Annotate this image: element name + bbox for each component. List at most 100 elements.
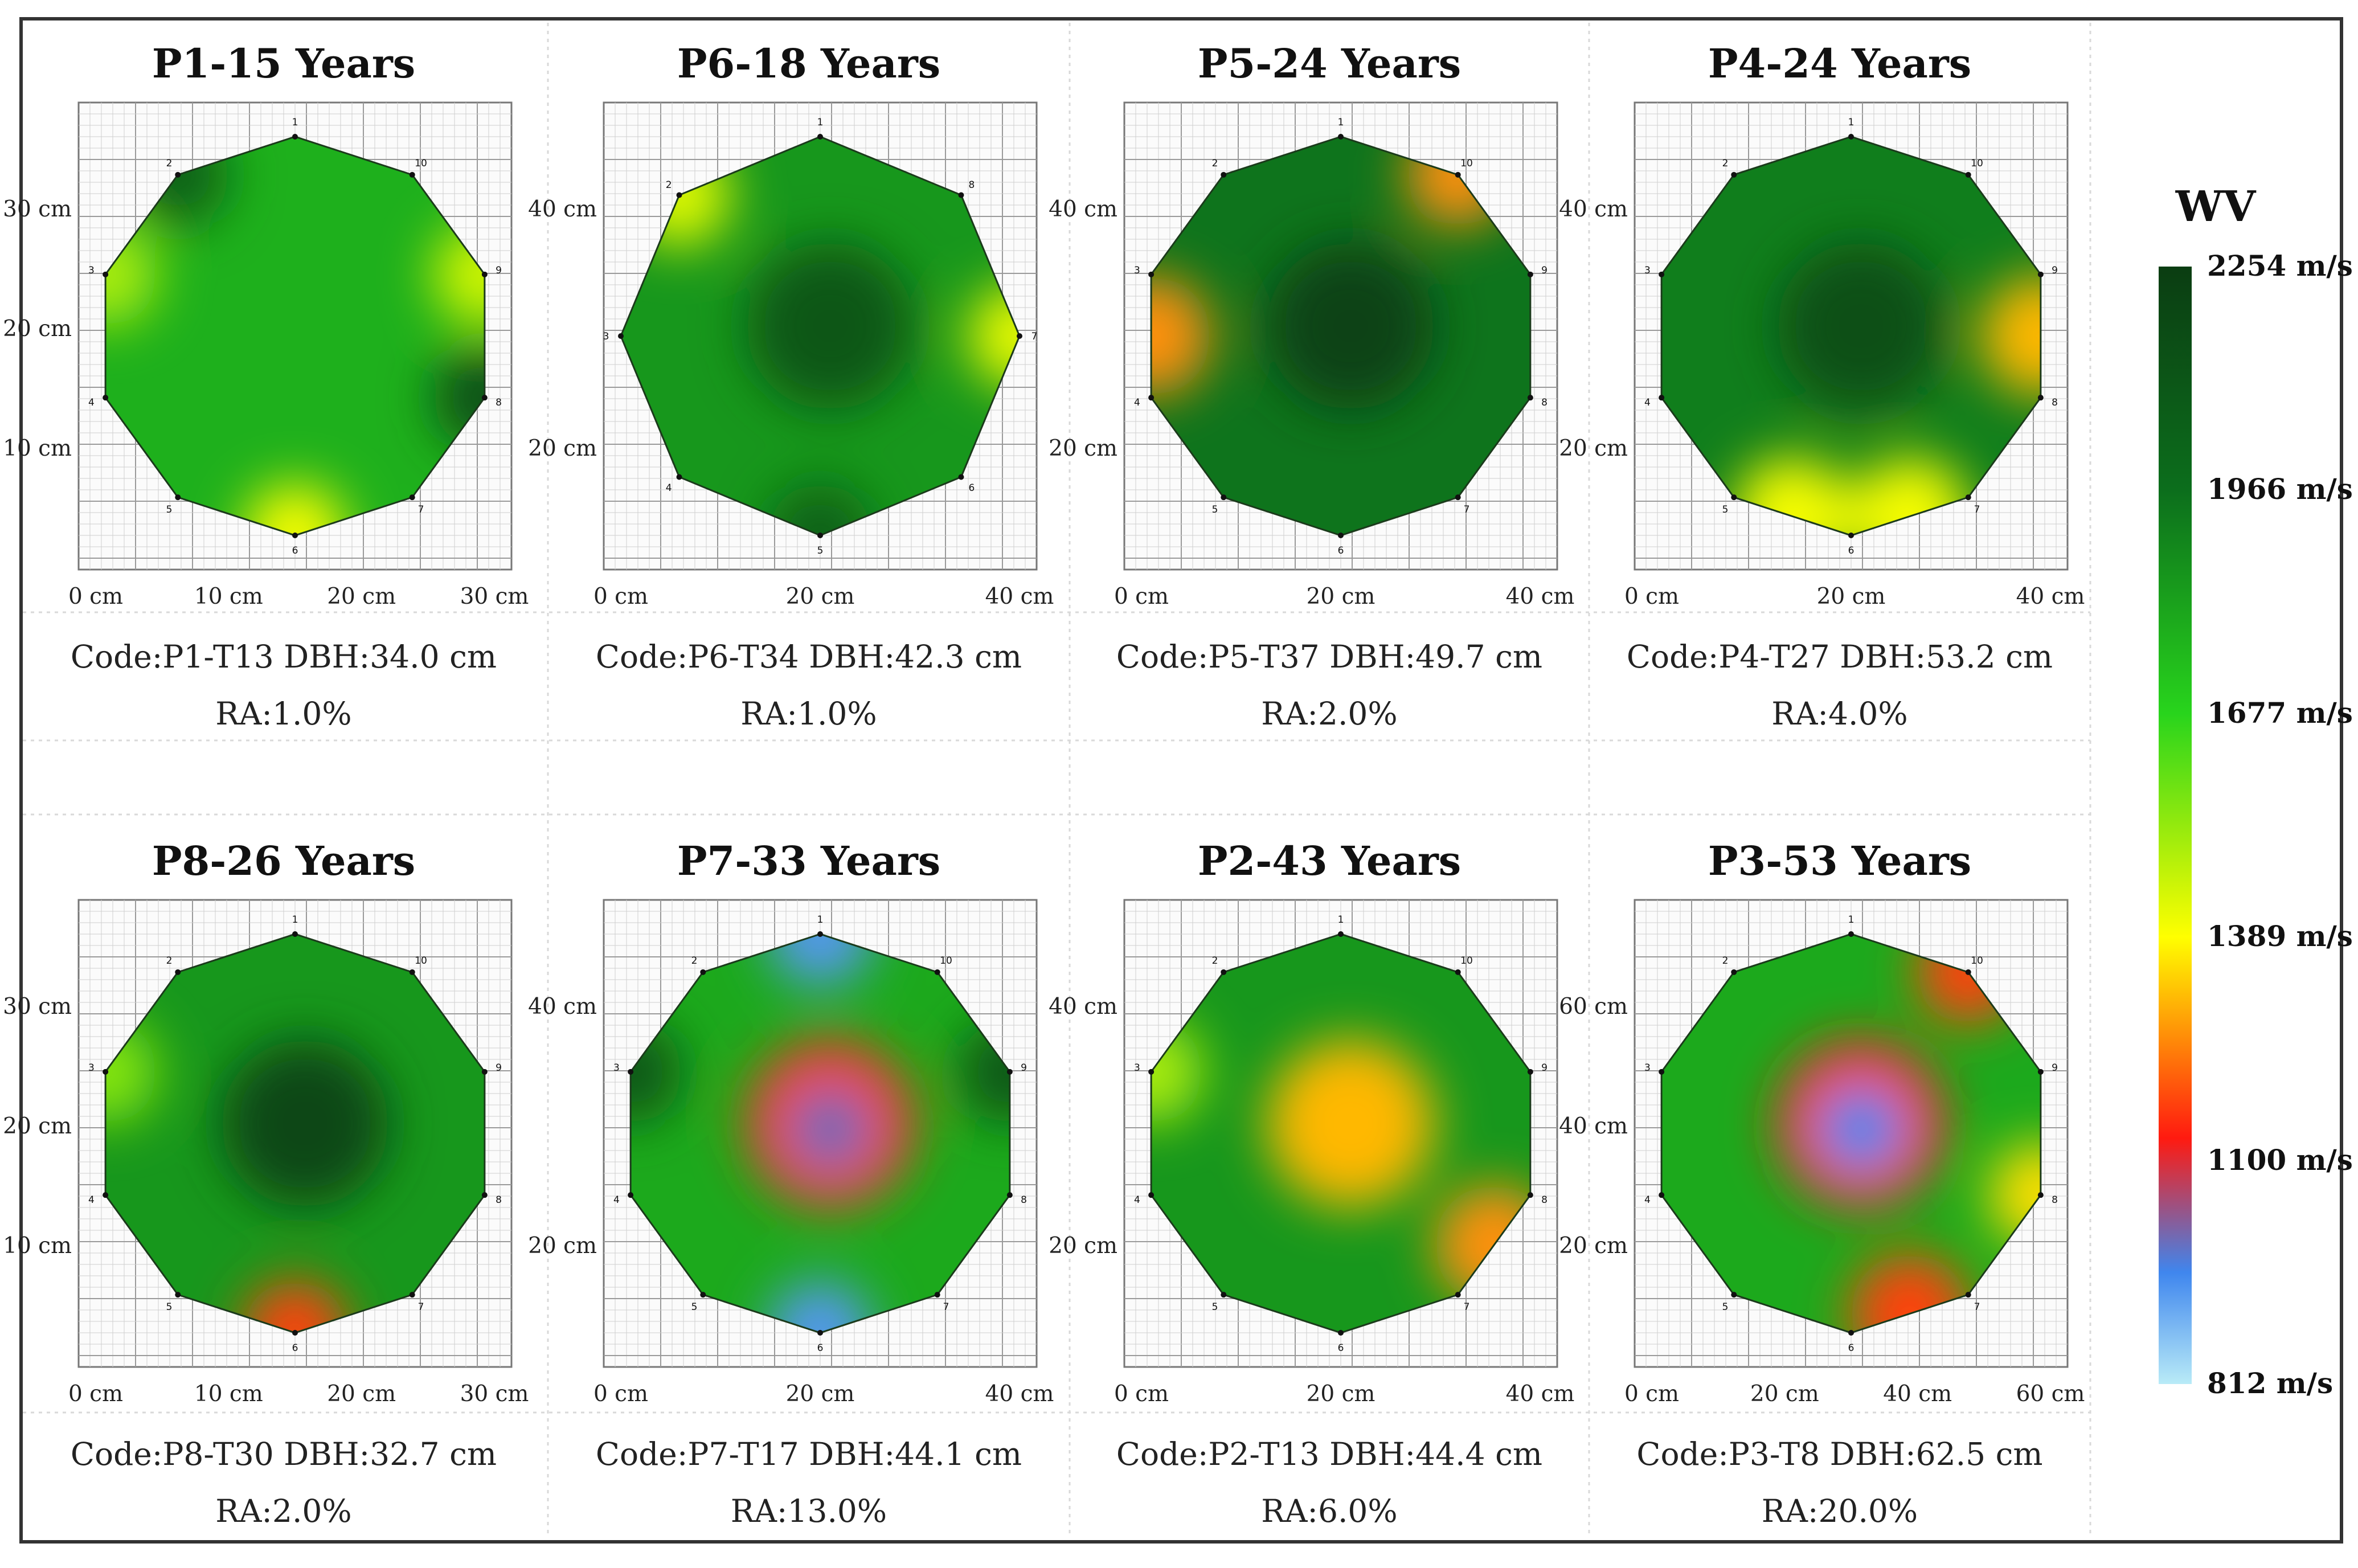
sensor-label: 7 xyxy=(943,1301,949,1313)
sensor-label: 4 xyxy=(88,397,95,408)
sensor-label: 9 xyxy=(2052,265,2058,276)
panel-title: P3-53 Years xyxy=(1708,837,1971,885)
y-tick-label: 40 cm xyxy=(1559,196,1628,222)
sensor-marker xyxy=(1221,1292,1227,1298)
colorbar-label: 1966 m/s xyxy=(2207,472,2353,506)
sensor-marker xyxy=(1848,134,1854,140)
sensor-marker xyxy=(817,1330,823,1336)
ra-value: RA:6.0% xyxy=(1261,1493,1397,1529)
velocity-anomaly xyxy=(243,484,347,535)
y-tick-label: 40 cm xyxy=(528,196,597,222)
sensor-label: 9 xyxy=(496,1062,502,1074)
sensor-marker xyxy=(1221,171,1227,178)
panel-title: P2-43 Years xyxy=(1198,837,1461,885)
sensor-marker xyxy=(1527,271,1533,277)
sensor-marker xyxy=(1527,1192,1533,1198)
y-tick-label: 30 cm xyxy=(3,196,72,222)
sensor-marker xyxy=(409,1292,415,1298)
sensor-label: 8 xyxy=(2052,1194,2058,1206)
sensor-label: 6 xyxy=(817,1342,824,1354)
sensor-marker xyxy=(1731,171,1737,178)
sensor-label: 2 xyxy=(1722,158,1729,169)
y-tick-label: 20 cm xyxy=(1049,1233,1117,1259)
sensor-label: 3 xyxy=(1134,1062,1140,1074)
sensor-label: 5 xyxy=(1722,504,1729,515)
sensor-label: 7 xyxy=(1031,331,1038,342)
velocity-anomaly-core xyxy=(1815,1083,1907,1176)
sensor-marker xyxy=(934,1292,940,1298)
sensor-marker xyxy=(817,134,823,140)
sensor-marker xyxy=(2037,1068,2044,1075)
velocity-anomaly xyxy=(1267,1039,1435,1207)
y-tick-label: 20 cm xyxy=(1559,436,1628,461)
velocity-anomaly-core xyxy=(784,1083,877,1176)
sensor-label: 1 xyxy=(1848,914,1855,926)
sensor-label: 5 xyxy=(166,1301,173,1313)
sensor-label: 9 xyxy=(1541,1062,1548,1074)
sensor-marker xyxy=(817,533,823,538)
sensor-label: 10 xyxy=(415,158,427,169)
velocity-anomaly xyxy=(432,346,485,450)
velocity-heatmap xyxy=(1151,137,1530,535)
sensor-marker xyxy=(1659,395,1665,401)
sensor-marker xyxy=(1965,171,1971,178)
tree-code-dbh: Code:P1-T13 DBH:34.0 cm xyxy=(71,638,497,675)
tree-code-dbh: Code:P3-T8 DBH:62.5 cm xyxy=(1636,1436,2042,1472)
sensor-label: 1 xyxy=(817,117,824,128)
x-tick-label: 30 cm xyxy=(460,1381,529,1407)
sensor-marker xyxy=(103,395,109,401)
ra-value: RA:2.0% xyxy=(1261,695,1397,732)
sensor-label: 5 xyxy=(166,504,173,515)
sensor-label: 5 xyxy=(1212,504,1218,515)
x-tick-label: 30 cm xyxy=(460,584,529,609)
sensor-marker xyxy=(618,333,624,339)
y-tick-label: 20 cm xyxy=(528,436,597,461)
x-tick-label: 20 cm xyxy=(786,584,855,609)
sensor-marker xyxy=(1731,1292,1737,1298)
sensor-marker xyxy=(1848,1330,1854,1336)
panel-title: P7-33 Years xyxy=(677,837,940,885)
tree-code-dbh: Code:P2-T13 DBH:44.4 cm xyxy=(1116,1436,1542,1472)
sensor-marker xyxy=(1965,969,1971,975)
sensor-label: 1 xyxy=(1338,117,1344,128)
sensor-label: 3 xyxy=(1644,1062,1651,1074)
sensor-marker xyxy=(1221,494,1227,501)
sensor-marker xyxy=(817,931,823,937)
velocity-anomaly xyxy=(968,284,1020,388)
x-tick-label: 0 cm xyxy=(593,584,648,609)
sensor-label: 8 xyxy=(496,397,502,408)
sensor-marker xyxy=(175,969,181,975)
x-tick-label: 0 cm xyxy=(593,1381,648,1407)
sensor-label: 3 xyxy=(88,1062,95,1074)
sensor-label: 10 xyxy=(1460,158,1473,169)
x-tick-label: 10 cm xyxy=(194,1381,263,1407)
sensor-label: 5 xyxy=(1212,1301,1218,1313)
tree-code-dbh: Code:P5-T37 DBH:49.7 cm xyxy=(1116,638,1542,675)
x-tick-label: 40 cm xyxy=(1506,1381,1575,1407)
x-tick-label: 20 cm xyxy=(1307,584,1376,609)
velocity-anomaly xyxy=(105,222,158,326)
sensor-marker xyxy=(1338,931,1344,937)
sensor-marker xyxy=(2037,271,2044,277)
tomogram-panel: P6-18 Years 1 2 3 4 5 6 7 8 0 cm 20 cm 40 cm 40 cm 20… xyxy=(528,40,1054,732)
sensor-label: 10 xyxy=(1460,955,1473,967)
sensor-label: 4 xyxy=(1134,1194,1140,1206)
y-tick-label: 10 cm xyxy=(3,436,72,461)
sensor-label: 3 xyxy=(603,331,609,342)
ra-value: RA:20.0% xyxy=(1762,1493,1918,1529)
x-tick-label: 40 cm xyxy=(1883,1381,1952,1407)
velocity-anomaly xyxy=(1267,242,1435,410)
sensor-label: 3 xyxy=(1644,265,1651,276)
panel-title: P6-18 Years xyxy=(677,40,940,87)
sensor-label: 1 xyxy=(292,117,298,128)
sensor-label: 2 xyxy=(691,955,698,967)
velocity-anomaly xyxy=(1777,242,1945,410)
sensor-label: 6 xyxy=(1338,545,1344,556)
y-tick-label: 20 cm xyxy=(1559,1233,1628,1259)
y-tick-label: 10 cm xyxy=(3,1233,72,1259)
sensor-marker xyxy=(1221,969,1227,975)
sensor-label: 9 xyxy=(496,265,502,276)
velocity-heatmap xyxy=(1151,934,1530,1333)
panel-title: P4-24 Years xyxy=(1708,40,1971,87)
